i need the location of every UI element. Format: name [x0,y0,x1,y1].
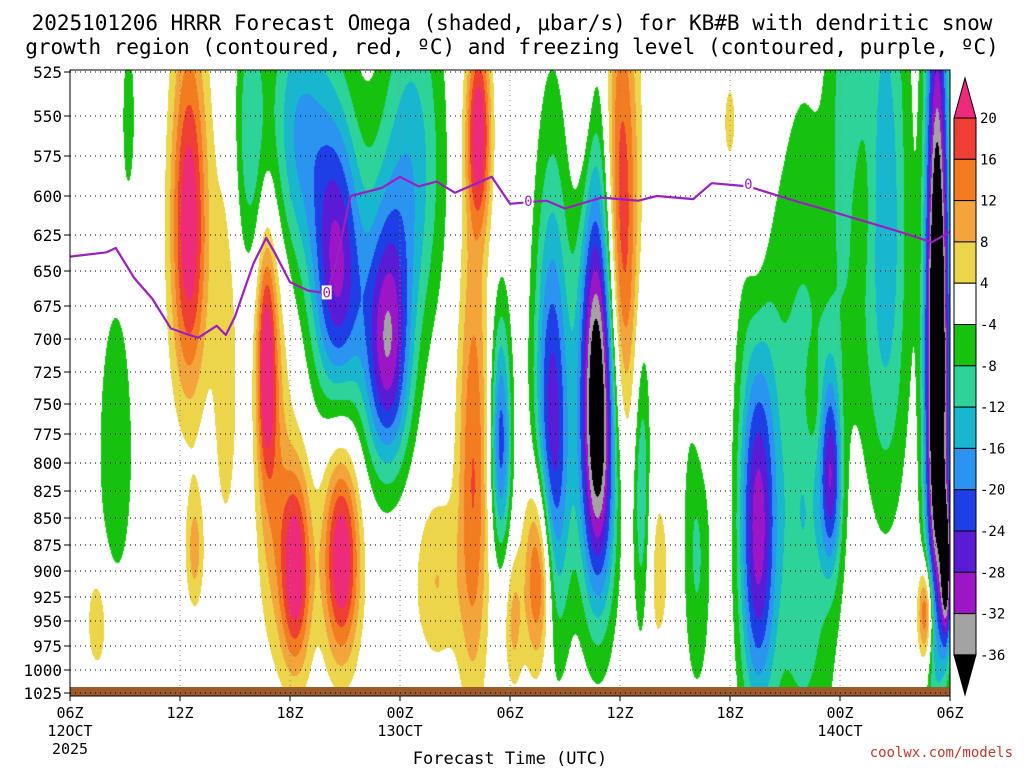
x-tick-label-30: 12Z [606,704,633,722]
colorbar-bin-12 [953,571,977,615]
y-axis: 525 550 575 600 625 650 675 700 725 750 775 800 825 8… [23,63,70,703]
colorbar-bin-7 [953,365,977,408]
y-tick-label-675: 675 [33,297,62,316]
chart-title-line2: growth region (contoured, red, ºC) and f… [25,35,999,59]
y-tick-label-750: 750 [33,395,62,414]
colorbar-label-9: -20 [980,483,1005,499]
grid-lines [70,70,950,696]
x-tick-label-12: 18Z [276,704,303,722]
y-tick-label-775: 775 [33,425,62,444]
y-tick-label-550: 550 [33,107,62,126]
colorbar-bin-4 [953,241,977,284]
y-tick-label-800: 800 [33,454,62,473]
y-tick-label-650: 650 [33,262,62,281]
colorbar-label-11: -28 [980,565,1005,581]
y-tick-label-900: 900 [33,562,62,581]
colorbar: 20 16 12 8 4 -4 -8 -12 -16 -20 -24 -28 -32 -36 [953,76,1005,697]
freezing-level-label-1: 0 [524,194,532,210]
colorbar-bin-3 [953,200,977,243]
y-tick-label-850: 850 [33,509,62,528]
chart-title-line1: 2025101206 HRRR Forecast Omega (shaded, … [32,11,993,35]
x-tick-label-18: 00Z [386,704,413,722]
colorbar-bin-13 [953,613,977,656]
colorbar-label-10: -24 [980,524,1005,540]
colorbar-bin-5 [953,282,977,326]
colorbar-label-6: -8 [980,359,997,375]
y-tick-label-950: 950 [33,612,62,631]
ground-surface [70,687,950,696]
freezing-label-bg-2 [743,176,754,191]
x-tick-label-0: 06Z [56,704,83,722]
x-tick-label-24: 06Z [496,704,523,722]
colorbar-bin-9 [953,447,977,491]
y-tick-label-700: 700 [33,330,62,349]
colorbar-bin-11 [953,530,977,573]
freezing-label-bg-1 [523,194,534,209]
colorbar-bin-8 [953,406,977,449]
y-tick-label-1025: 1025 [23,684,62,703]
x-tick-date-42: 14OCT [817,722,862,740]
x-tick-label-6: 12Z [166,704,193,722]
colorbar-label-12: -32 [980,607,1005,623]
y-tick-label-625: 625 [33,226,62,245]
colorbar-arrow-bottom [953,654,977,697]
x-axis-label: Forecast Time (UTC) [413,749,607,768]
colorbar-arrow-top [953,76,977,119]
freezing-label-bg-0 [321,285,332,300]
colorbar-bin-2 [953,158,977,202]
x-tick-label-48: 06Z [936,704,963,722]
colorbar-label-7: -12 [980,400,1005,416]
y-tick-label-925: 925 [33,588,62,607]
y-tick-label-725: 725 [33,363,62,382]
freezing-level-line [70,175,950,339]
credit-text: coolwx.com/models [870,745,1013,761]
colorbar-label-2: 12 [980,194,997,210]
freezing-level-label-0: 0 [322,285,330,301]
colorbar-label-1: 16 [980,152,997,168]
colorbar-label-13: -36 [980,648,1005,664]
colorbar-label-3: 8 [980,235,988,251]
y-tick-label-600: 600 [33,187,62,206]
x-tick-year-0: 2025 [52,740,88,758]
colorbar-bin-1 [953,117,977,160]
x-tick-label-42: 00Z [826,704,853,722]
x-tick-date-18: 13OCT [377,722,422,740]
y-tick-label-525: 525 [33,63,62,82]
omega-heatmap [70,70,950,696]
y-tick-label-975: 975 [33,637,62,656]
y-tick-label-825: 825 [33,482,62,501]
freezing-level-label-2: 0 [744,177,752,193]
x-tick-label-36: 18Z [716,704,743,722]
colorbar-label-0: 20 [980,111,997,127]
x-tick-date-0: 12OCT [47,722,92,740]
y-tick-label-1000: 1000 [23,661,62,680]
freezing-level-layer: 0 0 0 [70,175,950,339]
colorbar-bin-6 [953,324,977,367]
colorbar-label-5: -4 [980,318,997,334]
colorbar-bin-10 [953,489,977,532]
y-tick-label-575: 575 [33,147,62,166]
colorbar-label-8: -16 [980,441,1005,457]
colorbar-label-4: 4 [980,276,988,292]
y-tick-label-875: 875 [33,536,62,555]
